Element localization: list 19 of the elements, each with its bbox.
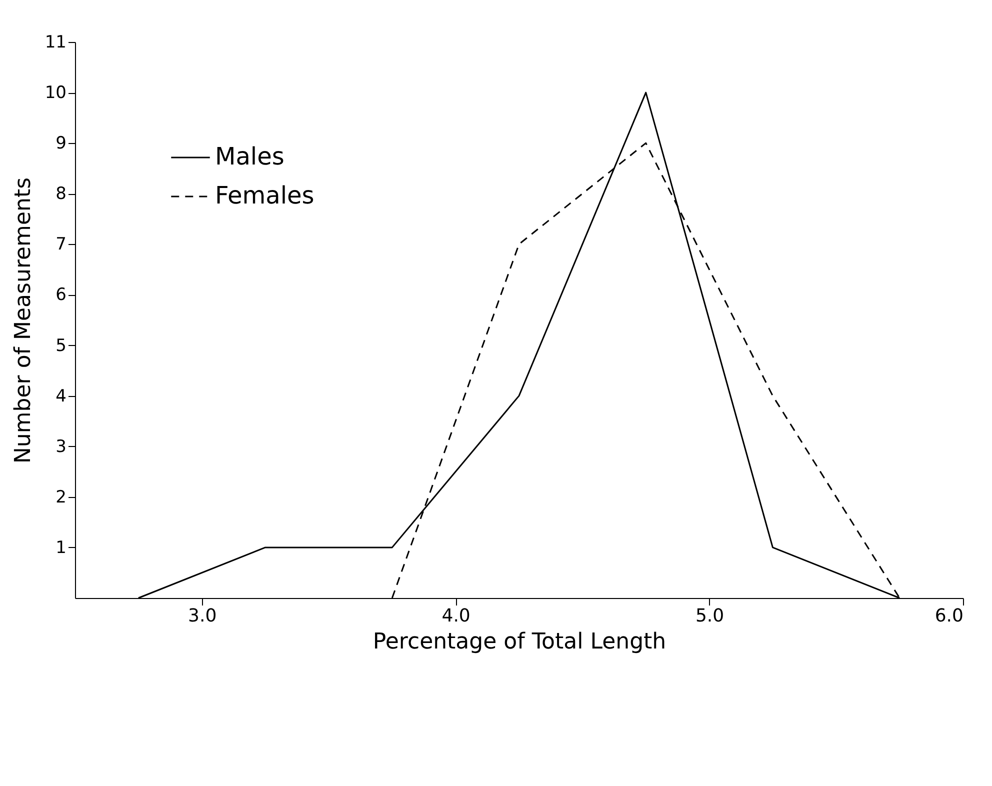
y-tick-label: 4 xyxy=(56,386,66,406)
y-tick-label: 10 xyxy=(44,83,66,104)
x-tick-label: 4.0 xyxy=(442,606,470,626)
y-tick-label: 7 xyxy=(56,234,66,255)
y-tick-label: 9 xyxy=(56,134,66,154)
y-tick-label: 3 xyxy=(56,436,66,457)
y-tick-label: 11 xyxy=(44,32,66,52)
y-tick-label: 1 xyxy=(56,538,66,558)
legend-label: Females xyxy=(215,182,314,210)
x-axis-title: Percentage of Total Length xyxy=(372,630,666,654)
y-tick-label: 5 xyxy=(56,336,66,356)
y-axis-title: Number of Measurements xyxy=(10,177,36,464)
y-tick-label: 8 xyxy=(56,184,66,204)
y-tick-label: 6 xyxy=(56,285,66,306)
x-tick-label: 6.0 xyxy=(934,606,964,626)
x-tick-label: 5.0 xyxy=(695,606,724,626)
y-tick-label: 2 xyxy=(56,487,66,508)
legend-label: Males xyxy=(215,142,284,170)
x-tick-label: 3.0 xyxy=(188,606,217,626)
